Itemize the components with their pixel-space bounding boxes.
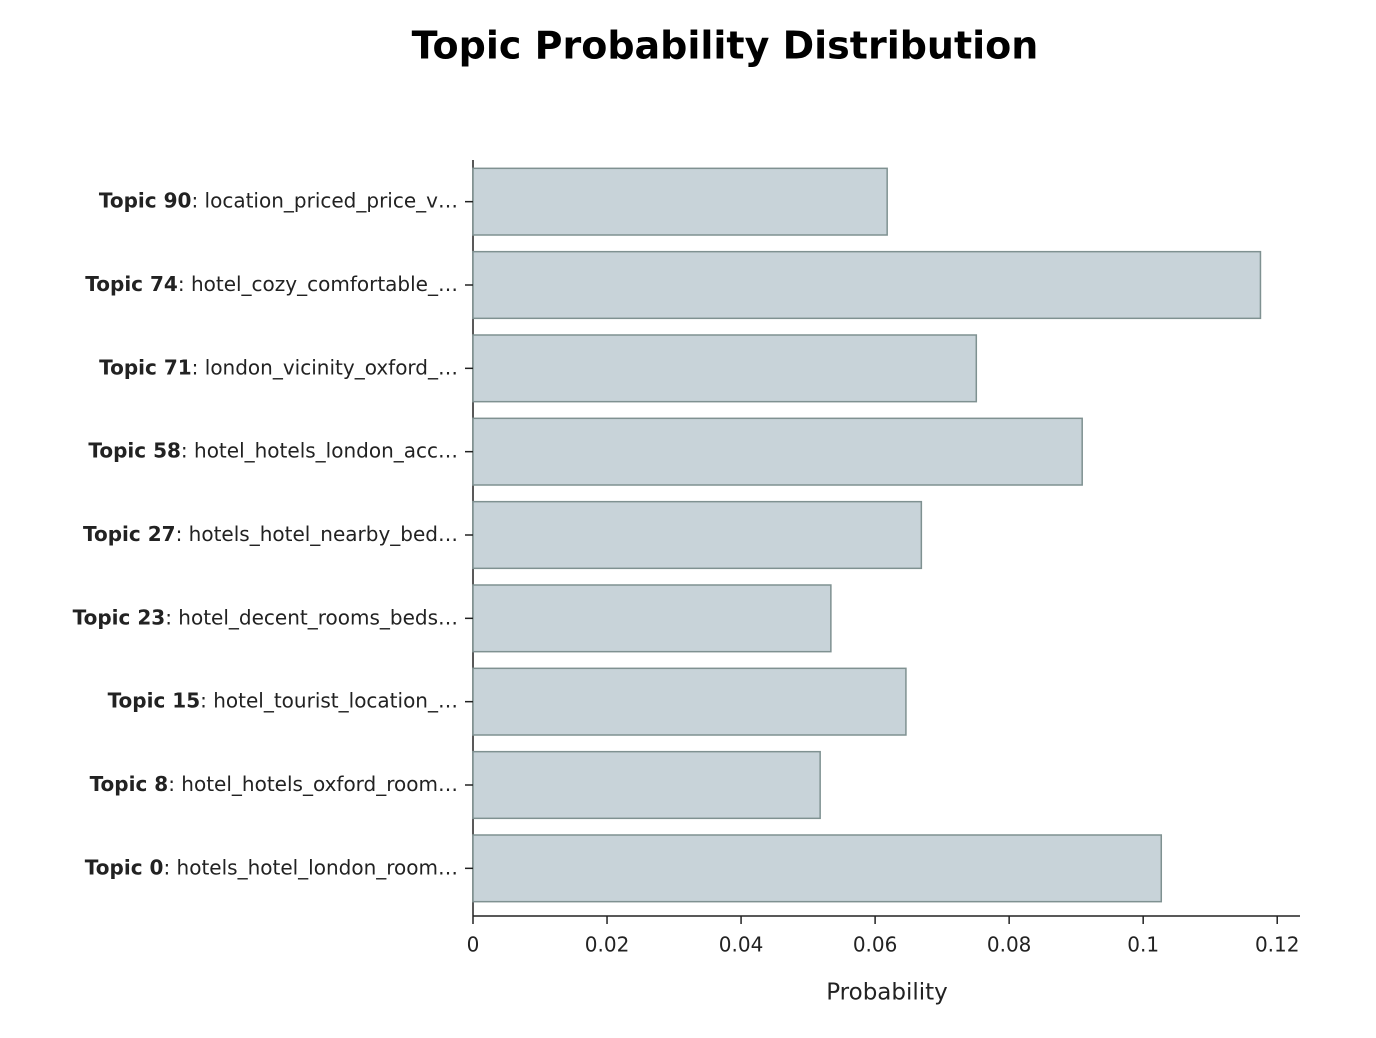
topic-words: : location_priced_price_v… [191,188,458,212]
topic-id: Topic 8 [90,772,169,796]
topic-id: Topic 23 [73,605,166,629]
bar [472,334,978,403]
bar [472,167,888,236]
y-tick-label: Topic 8: hotel_hotels_oxford_room… [90,772,458,796]
bar [472,417,1083,486]
x-tick-label: 0.1 [1127,933,1159,957]
topic-words: : london_vicinity_oxford_… [192,355,458,379]
topic-words: : hotel_hotels_london_acc… [181,438,458,462]
topic-id: Topic 27 [83,522,176,546]
topic-id: Topic 71 [99,355,192,379]
topic-words: : hotel_decent_rooms_beds… [165,605,458,629]
bar [472,250,1262,320]
x-tick-label: 0 [467,933,480,957]
y-tick-label: Topic 90: location_priced_price_v… [99,188,458,212]
bar [472,834,1163,903]
x-tick-label: 0.12 [1255,933,1300,957]
y-tick-label: Topic 71: london_vicinity_oxford_… [99,355,458,379]
topic-words: : hotels_hotel_london_room… [163,855,458,879]
topic-id: Topic 15 [108,688,201,712]
y-tick-label: Topic 0: hotels_hotel_london_room… [85,855,458,879]
y-tick-label: Topic 23: hotel_decent_rooms_beds… [73,605,458,629]
y-tick-label: Topic 58: hotel_hotels_london_acc… [88,438,458,462]
topic-id: Topic 58 [88,438,181,462]
x-tick-label: 0.02 [585,933,630,957]
topic-id: Topic 0 [85,855,164,879]
topic-words: : hotels_hotel_nearby_bed… [176,522,458,546]
bar [472,500,923,570]
x-axis-title: Probability [826,980,948,1006]
bar [472,584,832,653]
x-tick-label: 0.08 [987,933,1032,957]
topic-words: : hotel_tourist_location_… [200,688,458,712]
y-tick-label: Topic 15: hotel_tourist_location_… [108,688,458,712]
topic-id: Topic 90 [99,188,192,212]
topic-words: : hotel_cozy_comfortable_… [178,272,458,296]
chart-title: Topic Probability Distribution [412,24,1039,68]
y-tick-label: Topic 27: hotels_hotel_nearby_bed… [83,522,458,546]
topic-words: : hotel_hotels_oxford_room… [168,772,458,796]
topic-id: Topic 74 [85,272,178,296]
y-tick-label: Topic 74: hotel_cozy_comfortable_… [85,272,458,296]
bar [472,667,907,736]
bar [472,750,821,820]
x-tick-label: 0.06 [853,933,898,957]
x-tick-label: 0.04 [719,933,764,957]
